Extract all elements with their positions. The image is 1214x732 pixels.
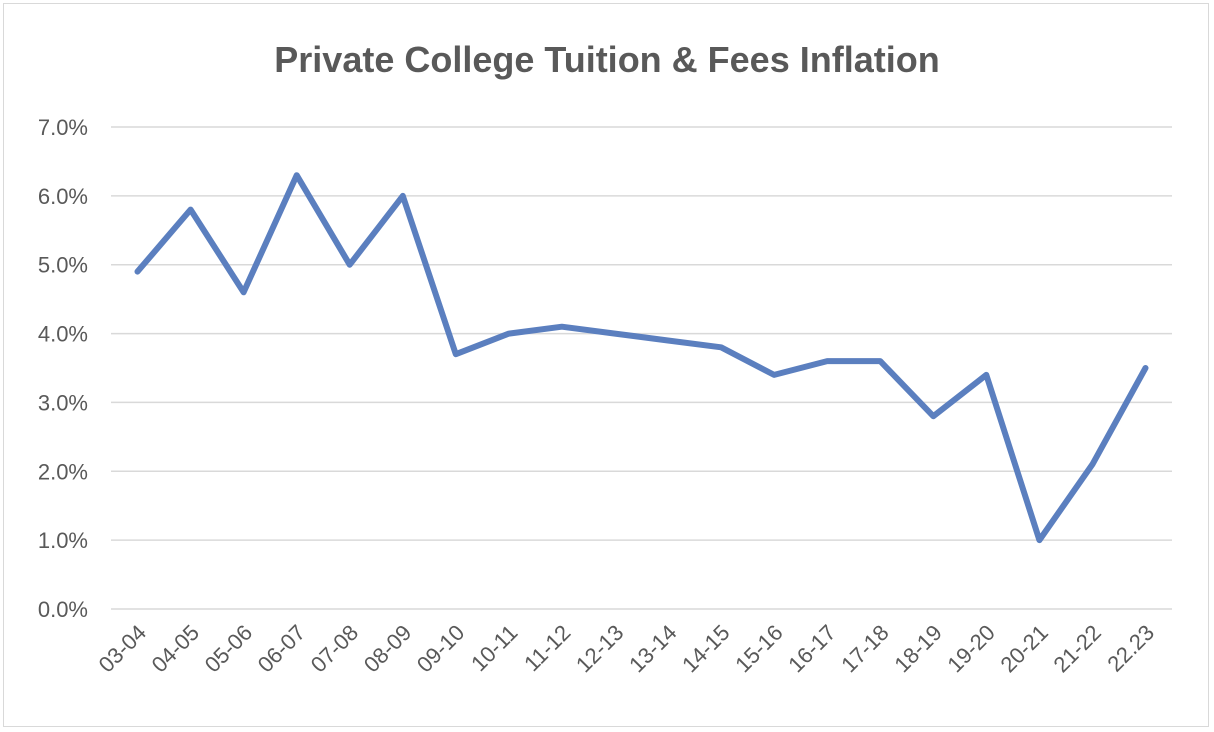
y-tick-label: 5.0% <box>38 253 88 278</box>
x-tick-label: 21-22 <box>1048 620 1105 677</box>
y-tick-label: 2.0% <box>38 459 88 484</box>
x-axis-labels: 03-0404-0505-0606-0707-0808-0909-1010-11… <box>94 620 1159 677</box>
y-tick-label: 3.0% <box>38 390 88 415</box>
y-tick-label: 6.0% <box>38 184 88 209</box>
x-tick-label: 17-18 <box>836 620 893 677</box>
x-tick-label: 15-16 <box>730 620 787 677</box>
x-tick-label: 04-05 <box>147 620 204 677</box>
x-tick-label: 07-08 <box>306 620 363 677</box>
gridlines <box>111 126 1172 610</box>
series-group <box>134 172 1149 544</box>
x-tick-label: 16-17 <box>783 620 840 677</box>
x-tick-label: 20-21 <box>995 620 1052 677</box>
x-tick-label: 11-12 <box>519 620 575 676</box>
chart-title: Private College Tuition & Fees Inflation <box>274 39 939 80</box>
x-tick-label: 19-20 <box>942 620 999 677</box>
x-tick-label: 09-10 <box>412 620 469 677</box>
y-axis-labels: 0.0% 1.0% 2.0% 3.0% 4.0% 5.0% 6.0% 7.0% <box>38 115 88 622</box>
y-tick-label: 0.0% <box>38 597 88 622</box>
x-tick-label: 18-19 <box>889 620 946 677</box>
x-tick-label: 22.23 <box>1102 620 1159 677</box>
x-tick-label: 05-06 <box>200 620 257 677</box>
x-tick-label: 13-14 <box>624 620 681 677</box>
x-tick-label: 03-04 <box>94 620 151 677</box>
y-tick-label: 7.0% <box>38 115 88 140</box>
line-chart: Private College Tuition & Fees Inflation… <box>38 39 1172 677</box>
x-tick-label: 06-07 <box>253 620 310 677</box>
x-tick-label: 14-15 <box>677 620 734 677</box>
x-tick-label: 12-13 <box>571 620 628 677</box>
x-tick-label: 10-11 <box>466 620 522 676</box>
y-tick-label: 4.0% <box>38 322 88 347</box>
chart-frame: Private College Tuition & Fees Inflation… <box>3 3 1209 727</box>
y-tick-label: 1.0% <box>38 528 88 553</box>
series-line <box>134 172 1149 544</box>
x-tick-label: 08-09 <box>359 620 416 677</box>
